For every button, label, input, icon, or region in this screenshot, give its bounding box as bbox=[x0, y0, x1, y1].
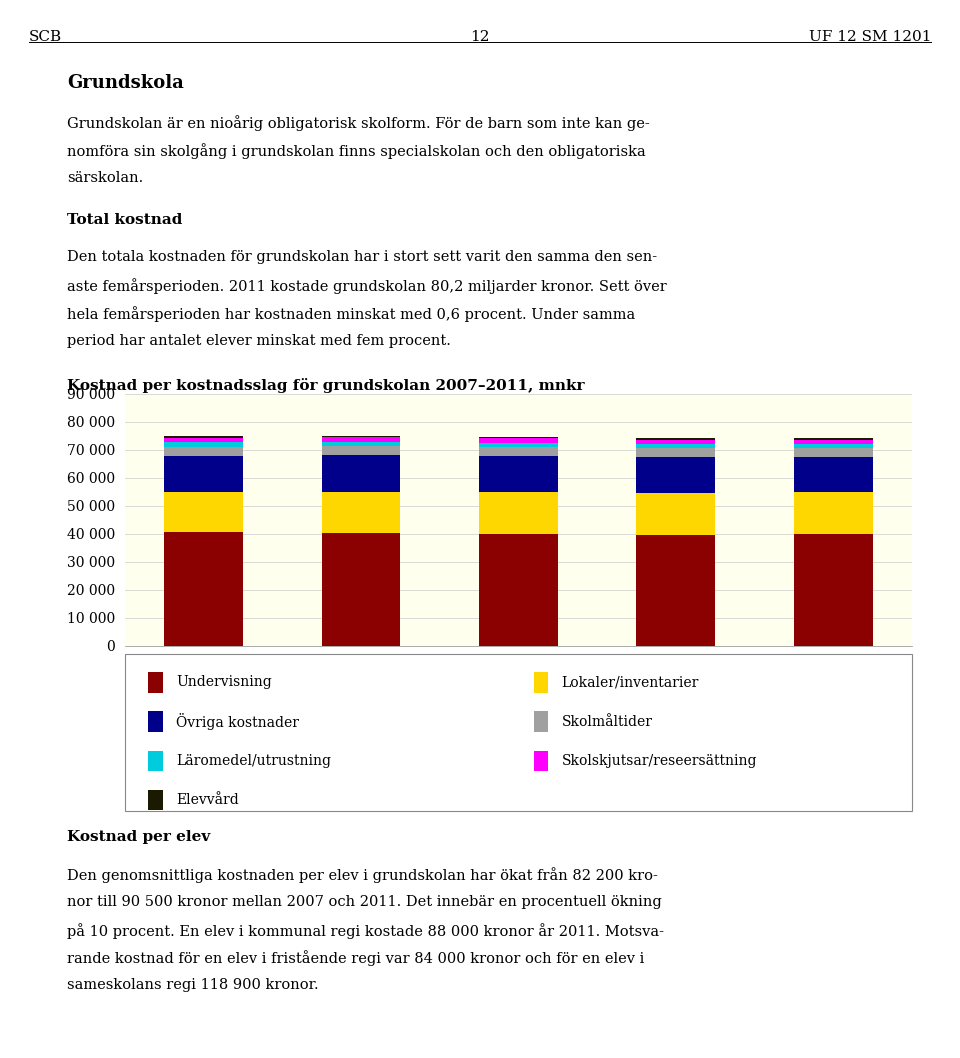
Bar bbox=[534, 672, 548, 693]
Text: Skolmåltider: Skolmåltider bbox=[562, 714, 653, 729]
Text: Den totala kostnaden för grundskolan har i stort sett varit den samma den sen-: Den totala kostnaden för grundskolan har… bbox=[67, 251, 658, 264]
Bar bbox=[149, 711, 162, 732]
Bar bbox=[164, 492, 243, 532]
Bar bbox=[794, 448, 873, 457]
Text: Lokaler/inventarier: Lokaler/inventarier bbox=[562, 675, 699, 690]
Text: Total kostnad: Total kostnad bbox=[67, 214, 182, 227]
Text: Kostnad per kostnadsslag för grundskolan 2007–2011, mnkr: Kostnad per kostnadsslag för grundskolan… bbox=[67, 379, 585, 394]
Bar bbox=[534, 711, 548, 732]
Text: nomföra sin skolgång i grundskolan finns specialskolan och den obligatoriska: nomföra sin skolgång i grundskolan finns… bbox=[67, 143, 646, 159]
Text: 12: 12 bbox=[470, 30, 490, 43]
FancyBboxPatch shape bbox=[125, 654, 912, 810]
Text: Grundskola: Grundskola bbox=[67, 74, 184, 92]
Bar bbox=[164, 532, 243, 645]
Bar bbox=[149, 789, 162, 810]
Bar bbox=[322, 436, 400, 437]
Bar bbox=[479, 438, 558, 443]
Bar bbox=[636, 457, 715, 493]
Bar bbox=[636, 438, 715, 439]
Bar bbox=[479, 534, 558, 645]
Text: UF 12 SM 1201: UF 12 SM 1201 bbox=[808, 30, 931, 43]
Bar bbox=[164, 438, 243, 442]
Text: SCB: SCB bbox=[29, 30, 62, 43]
Text: Kostnad per elev: Kostnad per elev bbox=[67, 829, 210, 844]
Bar bbox=[322, 442, 400, 445]
Bar bbox=[794, 534, 873, 645]
Text: sameskolans regi 118 900 kronor.: sameskolans regi 118 900 kronor. bbox=[67, 979, 319, 992]
Text: Den genomsnittliga kostnaden per elev i grundskolan har ökat från 82 200 kro-: Den genomsnittliga kostnaden per elev i … bbox=[67, 867, 658, 882]
Bar bbox=[479, 456, 558, 492]
Bar bbox=[479, 492, 558, 534]
Bar bbox=[164, 456, 243, 492]
Bar bbox=[636, 444, 715, 448]
Text: på 10 procent. En elev i kommunal regi kostade 88 000 kronor år 2011. Motsva-: på 10 procent. En elev i kommunal regi k… bbox=[67, 923, 664, 938]
Text: Undervisning: Undervisning bbox=[176, 675, 272, 690]
Bar bbox=[479, 446, 558, 456]
Text: Övriga kostnader: Övriga kostnader bbox=[176, 713, 299, 730]
Bar bbox=[794, 438, 873, 439]
Text: rande kostnad för en elev i fristående regi var 84 000 kronor och för en elev i: rande kostnad för en elev i fristående r… bbox=[67, 950, 644, 966]
Bar bbox=[794, 457, 873, 492]
Bar bbox=[149, 750, 162, 771]
Bar bbox=[636, 493, 715, 535]
Text: hela femårsperioden har kostnaden minskat med 0,6 procent. Under samma: hela femårsperioden har kostnaden minska… bbox=[67, 306, 636, 322]
Bar bbox=[636, 535, 715, 645]
Bar bbox=[479, 443, 558, 446]
Bar bbox=[479, 437, 558, 438]
Bar bbox=[636, 448, 715, 457]
Text: Skolskjutsar/reseersättning: Skolskjutsar/reseersättning bbox=[562, 753, 757, 768]
Text: period har antalet elever minskat med fem procent.: period har antalet elever minskat med fe… bbox=[67, 334, 451, 348]
Text: aste femårsperioden. 2011 kostade grundskolan 80,2 miljarder kronor. Sett över: aste femårsperioden. 2011 kostade grunds… bbox=[67, 278, 667, 294]
Bar bbox=[322, 492, 400, 533]
Bar bbox=[636, 439, 715, 444]
Bar bbox=[322, 455, 400, 492]
Bar bbox=[322, 445, 400, 455]
Bar bbox=[164, 442, 243, 446]
Bar bbox=[794, 443, 873, 448]
Bar bbox=[164, 446, 243, 456]
Text: nor till 90 500 kronor mellan 2007 och 2011. Det innebär en procentuell ökning: nor till 90 500 kronor mellan 2007 och 2… bbox=[67, 895, 662, 909]
Text: särskolan.: särskolan. bbox=[67, 171, 143, 185]
Text: Elevvård: Elevvård bbox=[176, 792, 239, 807]
Bar bbox=[322, 437, 400, 442]
Bar bbox=[322, 533, 400, 645]
Text: Grundskolan är en nioårig obligatorisk skolform. För de barn som inte kan ge-: Grundskolan är en nioårig obligatorisk s… bbox=[67, 115, 650, 131]
Bar bbox=[794, 439, 873, 443]
Bar bbox=[794, 492, 873, 534]
Bar bbox=[534, 750, 548, 771]
Text: Läromedel/utrustning: Läromedel/utrustning bbox=[176, 753, 331, 768]
Bar bbox=[149, 672, 162, 693]
Bar bbox=[164, 437, 243, 438]
